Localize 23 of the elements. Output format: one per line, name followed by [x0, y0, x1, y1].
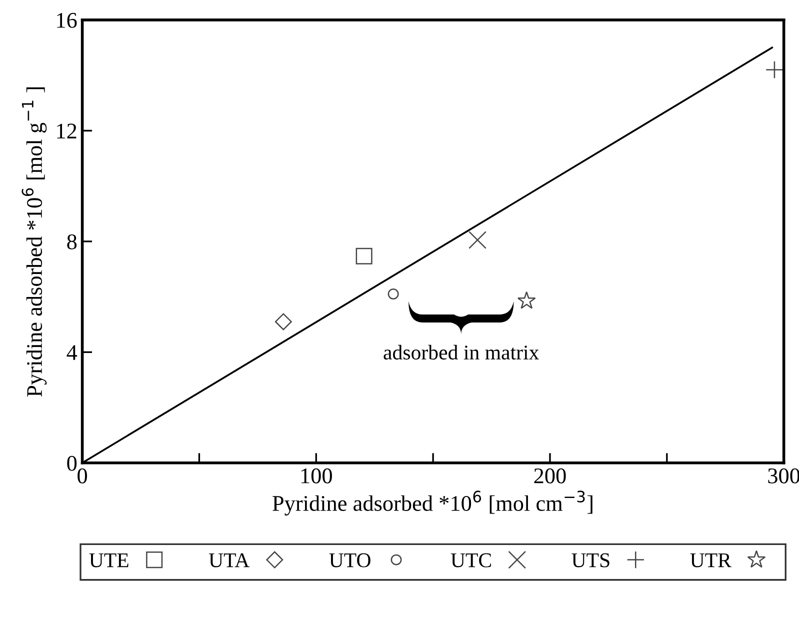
legend-label: UTR	[690, 553, 732, 568]
x-axis-title: Pyridine adsorbed *10$^{6}$ [mol cm$^{−3}$]	[272, 490, 592, 516]
point	[468, 231, 486, 249]
legend-label: UTE	[89, 553, 128, 568]
point	[388, 288, 399, 300]
y-axis-title: Pyridine adsorbed *10$^{6}$ [mol g$^{−1}$ ]	[22, 87, 47, 397]
legend-label: UTC	[450, 553, 491, 568]
y-tick-label: 12	[57, 124, 76, 138]
y-tick-label: 8	[67, 234, 77, 250]
legend-label: UTO	[329, 553, 370, 568]
x-tick-label: 100	[301, 468, 332, 484]
y-tick-label: 16	[57, 12, 77, 28]
y-tick-label: 0	[67, 456, 77, 471]
x-tick-label: 0	[78, 468, 88, 484]
x-tick-label: 200	[534, 468, 566, 484]
point	[517, 291, 536, 309]
annotation: adsorbed in matrix	[384, 344, 539, 360]
point	[274, 313, 292, 330]
legend-label: UTA	[208, 553, 250, 568]
legend-label: UTS	[572, 553, 610, 568]
point	[766, 60, 784, 79]
point	[356, 248, 372, 264]
y-tick-label: 4	[66, 345, 78, 360]
